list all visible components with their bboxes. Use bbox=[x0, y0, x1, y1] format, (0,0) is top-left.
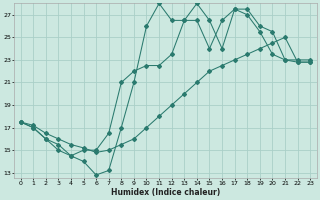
X-axis label: Humidex (Indice chaleur): Humidex (Indice chaleur) bbox=[111, 188, 220, 197]
